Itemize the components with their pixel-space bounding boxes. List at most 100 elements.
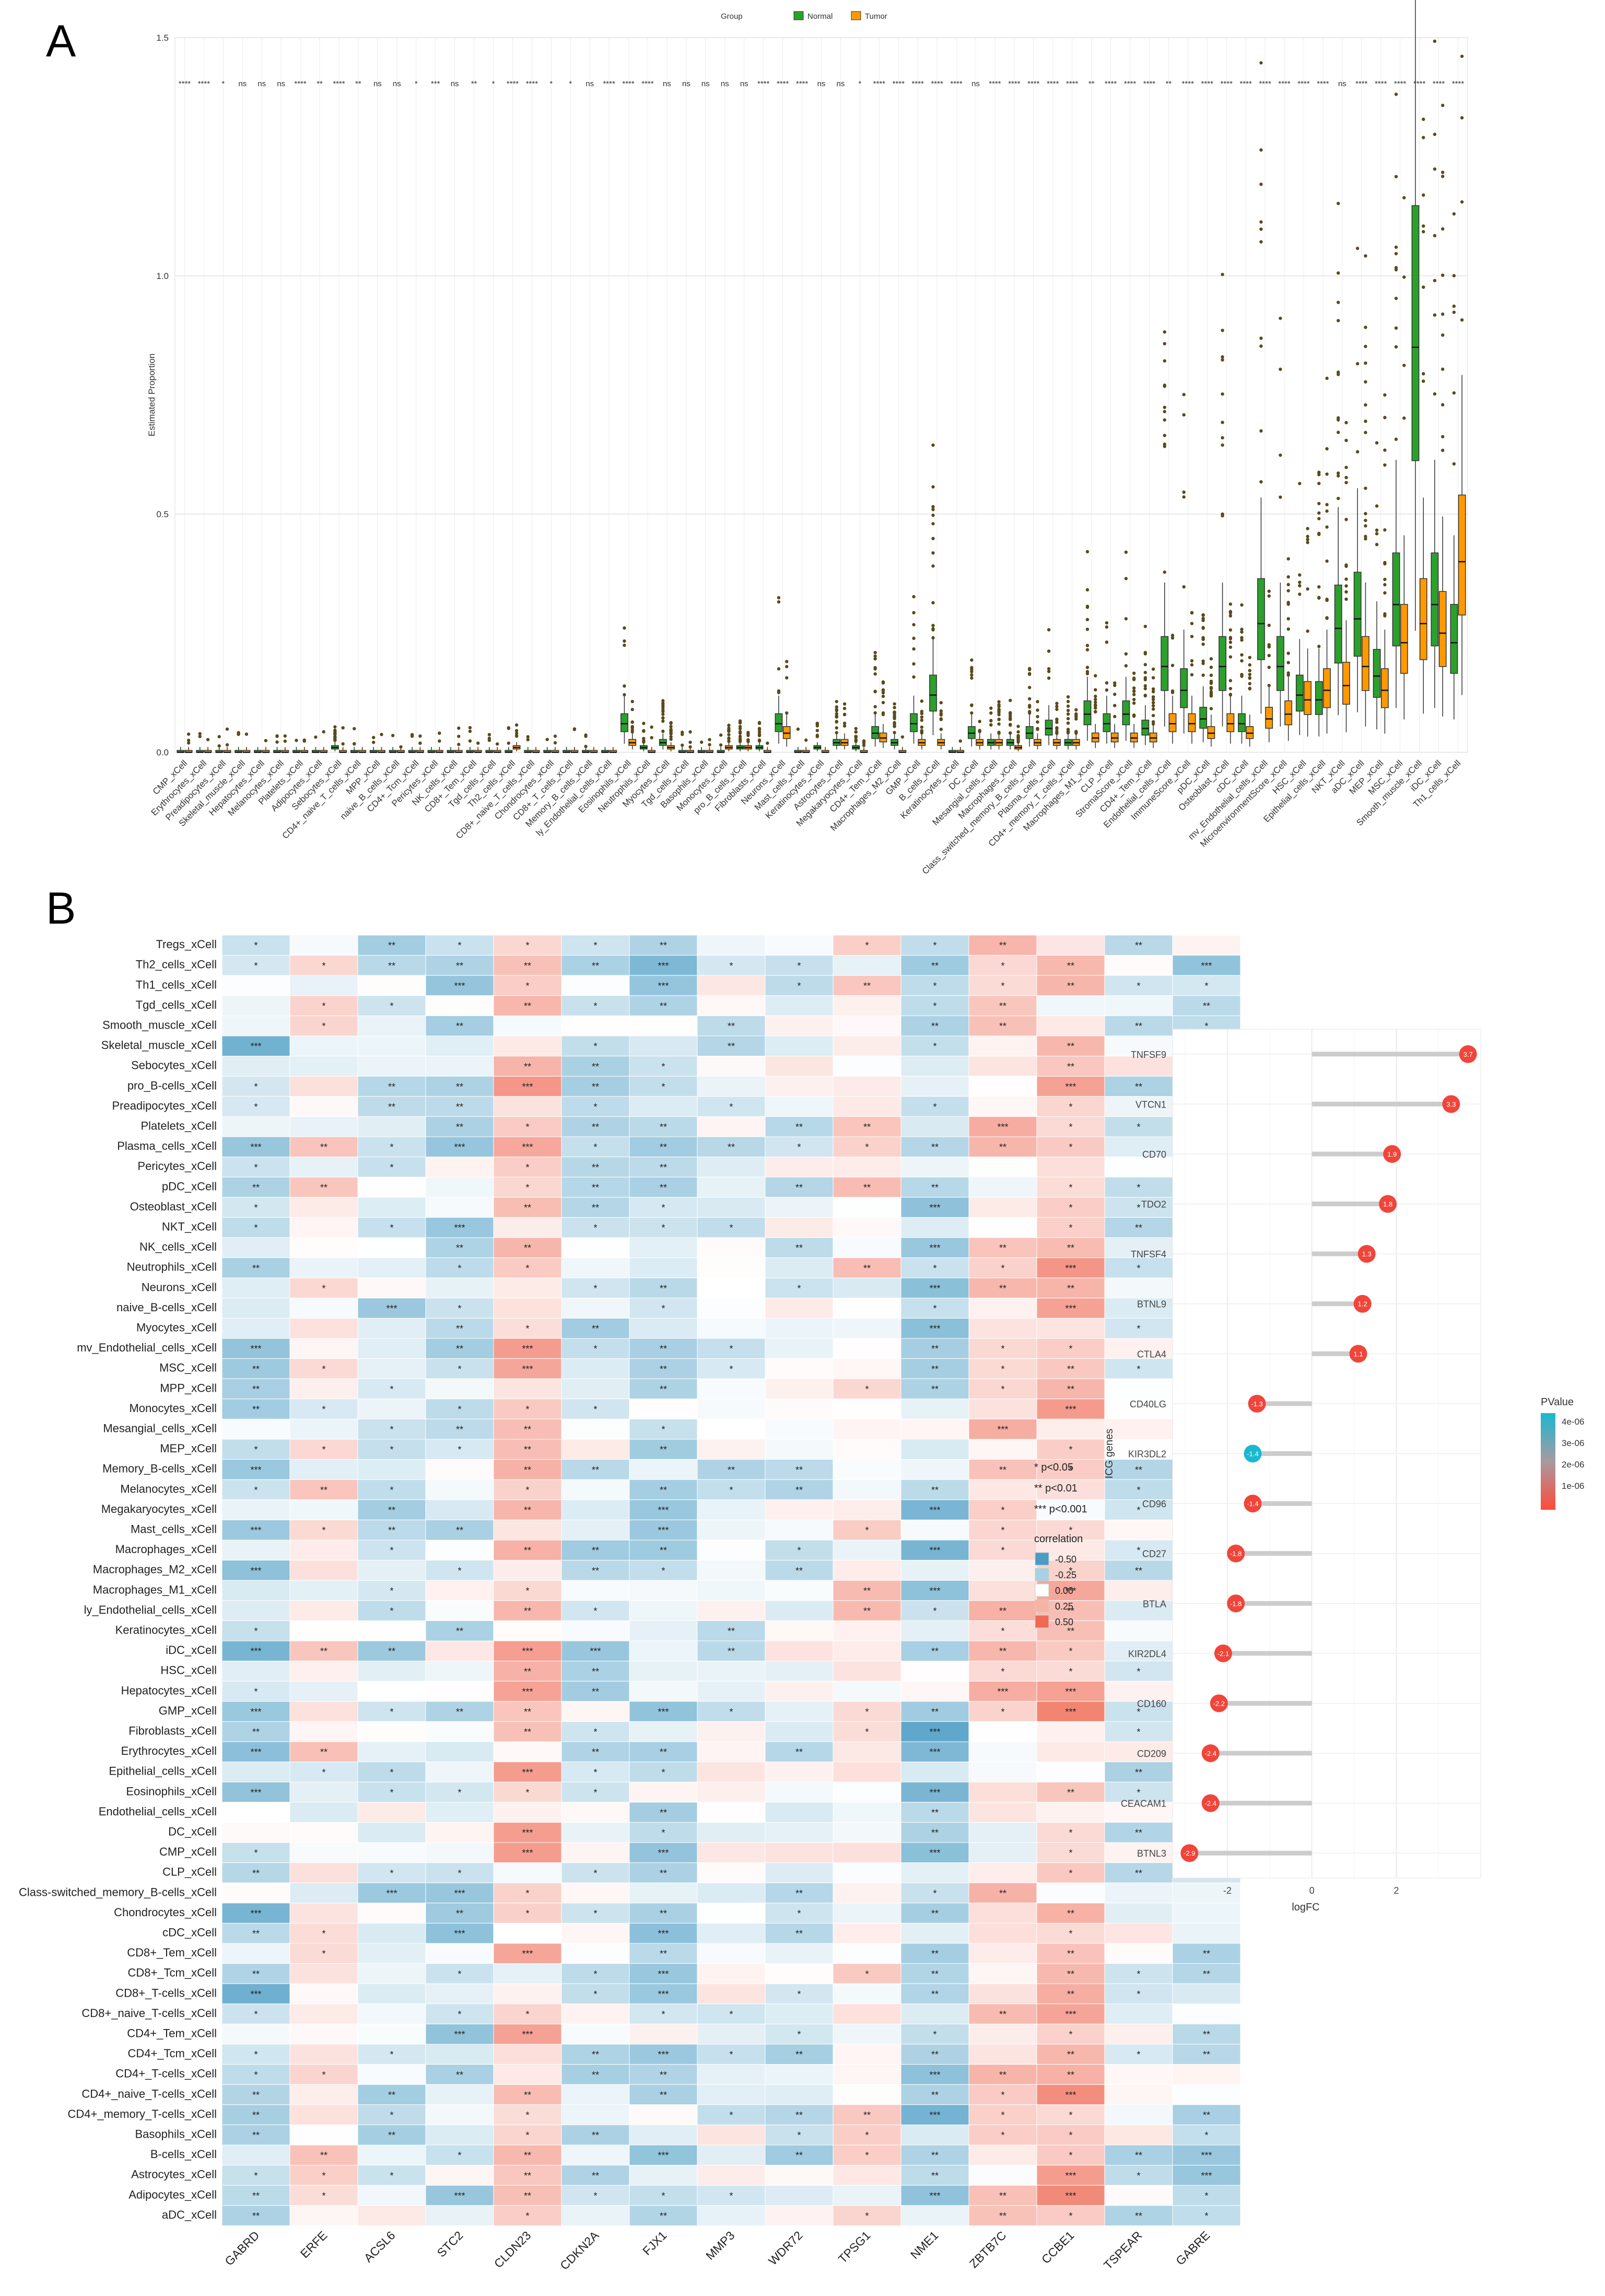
heatmap-cell — [1036, 1762, 1105, 1782]
heatmap-cell — [697, 955, 766, 976]
heatmap-cell — [1036, 1479, 1105, 1500]
box-outlier — [1248, 686, 1252, 690]
box-outlier — [1221, 421, 1224, 424]
heatmap-cell — [561, 2064, 630, 2085]
heatmap-cell-significance: *** — [1065, 1586, 1076, 1596]
heatmap-cell — [561, 975, 630, 996]
heatmap-cell — [1172, 1781, 1241, 1803]
box-outlier — [1364, 524, 1367, 528]
heatmap-cell — [833, 1257, 901, 1278]
lollipop-dot — [1214, 1644, 1232, 1662]
heatmap-cell — [561, 1762, 630, 1782]
heatmap-cell — [765, 1882, 834, 1904]
heatmap-cell-significance: *** — [522, 1142, 533, 1152]
heatmap-cell-significance: *** — [454, 981, 465, 991]
heatmap-cell — [765, 1963, 834, 1984]
legend-title-a: Group — [721, 12, 743, 21]
heatmap-cell-significance: ** — [252, 1182, 260, 1193]
heatmap-cell — [493, 1943, 562, 1964]
heatmap-cell — [493, 2124, 562, 2146]
heatmap-cell-significance: * — [458, 1444, 461, 1455]
heatmap-cell-significance: * — [729, 1223, 733, 1233]
heatmap-cell-significance: * — [322, 1364, 325, 1374]
heatmap-cell-significance: * — [525, 2130, 529, 2141]
heatmap-cell — [221, 1842, 290, 1863]
heatmap-cell — [493, 1540, 562, 1561]
heatmap-cell — [425, 1701, 494, 1722]
significance-label: ns — [701, 79, 710, 88]
legend-label-tumor: Tumor — [865, 12, 887, 21]
heatmap-row-label: Basophils_xCell — [135, 2127, 217, 2140]
correlation-legend-swatch — [1035, 1615, 1049, 1628]
heatmap-cell-significance: *** — [386, 1303, 397, 1314]
heatmap-cell — [221, 1277, 290, 1299]
significance-label: **** — [912, 79, 924, 88]
heatmap-cell-significance: *** — [250, 1646, 261, 1657]
heatmap-cell — [221, 1943, 290, 1964]
box-body — [1458, 494, 1466, 616]
box-normal — [852, 727, 860, 752]
box-outlier — [545, 738, 549, 741]
box-outlier — [1422, 193, 1425, 197]
box-outlier — [997, 713, 1001, 717]
heatmap-cell — [561, 1197, 630, 1218]
heatmap-cell-significance: ** — [660, 1344, 667, 1354]
heatmap-cell-significance: ** — [795, 1182, 803, 1193]
heatmap-cell — [833, 1116, 901, 1137]
heatmap-cell — [289, 1136, 358, 1158]
heatmap-cell-significance: *** — [929, 2190, 940, 2201]
heatmap-cell — [765, 1056, 834, 1077]
box-outlier — [842, 721, 847, 725]
pvalue-legend-label: 3e-06 — [1562, 1438, 1584, 1448]
box-outlier — [1364, 419, 1367, 423]
box-outlier — [669, 735, 673, 739]
heatmap-cell — [1036, 1620, 1105, 1641]
heatmap-cell — [968, 2064, 1037, 2085]
box-body — [1103, 713, 1111, 732]
box-outlier — [1259, 182, 1263, 186]
heatmap-cell — [493, 2145, 562, 2166]
box-tumor — [454, 726, 463, 753]
heatmap-cell — [765, 1277, 834, 1299]
heatmap-cell-significance: ** — [524, 1425, 531, 1435]
heatmap-cell-significance: *** — [929, 1505, 940, 1516]
heatmap-cell — [425, 1298, 494, 1319]
heatmap-cell — [493, 1922, 562, 1944]
box-normal — [987, 706, 995, 750]
heatmap-cell — [357, 2205, 426, 2226]
heatmap-cell-significance: * — [390, 1767, 393, 1778]
heatmap-col-label: STC2 — [435, 2229, 466, 2260]
heatmap-cell — [629, 995, 698, 1016]
heatmap-cell-significance: * — [254, 1203, 257, 1213]
heatmap-cell-significance: *** — [454, 1929, 465, 1939]
significance-label: **** — [1433, 79, 1445, 88]
heatmap-cell — [561, 2104, 630, 2125]
box-outlier — [507, 726, 511, 730]
box-outlier — [1325, 597, 1329, 601]
heatmap-cell-significance: ** — [863, 981, 871, 991]
heatmap-cell-significance: * — [797, 961, 801, 971]
heatmap-cell — [968, 1479, 1037, 1500]
heatmap-row-label: Erythrocytes_xCell — [121, 1744, 217, 1757]
heatmap-cell-significance: * — [593, 1989, 597, 1999]
heatmap-cell — [1104, 1721, 1173, 1742]
box-normal — [524, 735, 532, 753]
heatmap-row-label: GMP_xCell — [159, 1704, 217, 1717]
heatmap-cell — [900, 2205, 969, 2226]
box-outlier — [372, 740, 376, 744]
significance-label: **** — [893, 79, 905, 88]
heatmap-cell-significance: ** — [863, 2110, 871, 2120]
heatmap-cell-significance: * — [865, 940, 869, 951]
heatmap-cell — [968, 1922, 1037, 1944]
box-outlier — [681, 743, 684, 747]
heatmap-cell — [900, 1459, 969, 1480]
box-outlier — [650, 725, 653, 729]
heatmap-cell — [1036, 1640, 1105, 1662]
box-outlier — [1094, 694, 1097, 698]
box-outlier — [893, 713, 896, 717]
significance-label: **** — [198, 79, 210, 88]
significance-label: ns — [1338, 79, 1346, 88]
heatmap-cell — [561, 1983, 630, 2004]
heatmap-row-label: aDC_xCell — [162, 2208, 217, 2221]
heatmap-cell-significance: * — [1001, 1344, 1004, 1354]
